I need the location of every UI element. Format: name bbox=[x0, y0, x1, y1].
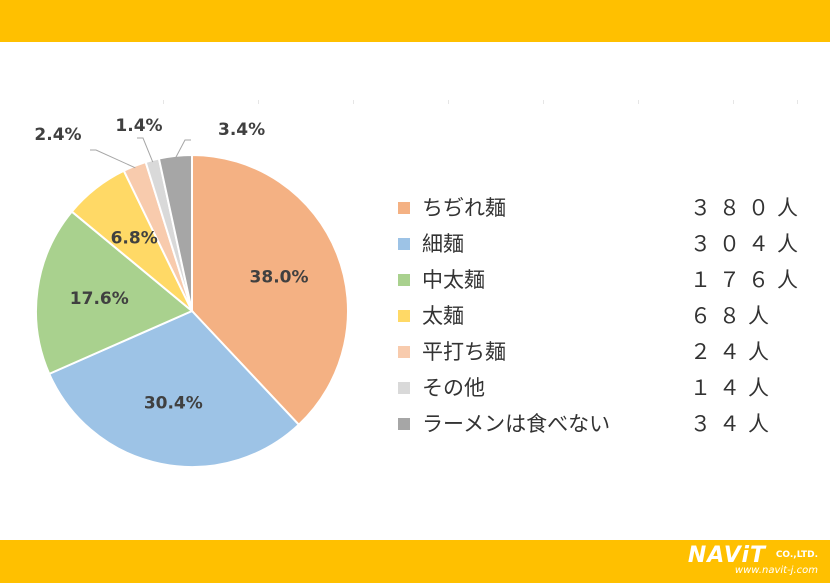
slice-percent-label: 30.4% bbox=[144, 394, 203, 414]
legend-count: １７６人 bbox=[690, 268, 806, 292]
legend-item: 太麺 ６８人 bbox=[398, 298, 798, 334]
legend-item: ラーメンは食べない ３４人 bbox=[398, 406, 798, 442]
legend-swatch bbox=[398, 238, 410, 250]
legend-swatch bbox=[398, 274, 410, 286]
legend-item: ちぢれ麺 ３８０人 bbox=[398, 190, 798, 226]
slice-percent-label: 17.6% bbox=[70, 289, 129, 309]
slice-percent-label: 3.4% bbox=[218, 120, 265, 140]
legend-label: 細麺 bbox=[422, 232, 464, 256]
legend-count: ３０４人 bbox=[690, 232, 806, 256]
bottom-banner bbox=[0, 540, 830, 583]
slice-percent-label: 2.4% bbox=[34, 125, 81, 145]
pie-slice bbox=[191, 153, 349, 427]
legend-label: ちぢれ麺 bbox=[422, 196, 506, 220]
pie-leader-lines bbox=[90, 137, 191, 169]
legend-swatch bbox=[398, 382, 410, 394]
slice-percent-label: 1.4% bbox=[115, 116, 162, 136]
legend-label: 平打ち麺 bbox=[422, 340, 506, 364]
faint-gridline-ticks bbox=[0, 100, 830, 104]
legend-label: 太麺 bbox=[422, 304, 464, 328]
legend-item: 中太麺 １７６人 bbox=[398, 262, 798, 298]
legend-swatch bbox=[398, 202, 410, 214]
legend-item: その他 １４人 bbox=[398, 370, 798, 406]
logo-url: www.navit-j.com bbox=[734, 565, 818, 576]
legend-swatch bbox=[398, 346, 410, 358]
logo-suffix: CO.,LTD. bbox=[775, 550, 818, 560]
leader-line bbox=[90, 149, 136, 169]
leader-line bbox=[175, 139, 191, 159]
legend-swatch bbox=[398, 310, 410, 322]
legend: ちぢれ麺 ３８０人 細麺 ３０４人 中太麺 １７６人 太麺 ６８人 平打ち麺 ２… bbox=[398, 190, 798, 442]
pie-slice bbox=[157, 153, 193, 312]
slice-percent-label: 6.8% bbox=[111, 228, 158, 248]
legend-item: 平打ち麺 ２４人 bbox=[398, 334, 798, 370]
legend-item: 細麺 ３０４人 bbox=[398, 226, 798, 262]
leader-line bbox=[137, 137, 154, 163]
legend-count: ２４人 bbox=[690, 340, 777, 364]
legend-swatch bbox=[398, 418, 410, 430]
legend-label: その他 bbox=[422, 376, 485, 400]
legend-label: ラーメンは食べない bbox=[422, 412, 611, 436]
logo-brand: NAViT bbox=[687, 543, 766, 568]
legend-count: ３４人 bbox=[690, 412, 777, 436]
company-logo: NAViT CO.,LTD. www.navit-j.com bbox=[668, 540, 818, 583]
pie-percent-labels: 38.0% 30.4% 17.6% 6.8% 2.4% 1.4% 3.4% bbox=[34, 116, 308, 414]
pie-slice bbox=[47, 309, 301, 468]
top-banner bbox=[0, 0, 830, 42]
legend-count: ６８人 bbox=[690, 304, 777, 328]
slice-percent-label: 38.0% bbox=[250, 268, 309, 288]
legend-count: ３８０人 bbox=[690, 196, 806, 220]
pie-slices bbox=[35, 153, 349, 468]
legend-count: １４人 bbox=[690, 376, 777, 400]
legend-label: 中太麺 bbox=[422, 268, 485, 292]
pie-slice bbox=[35, 210, 194, 376]
